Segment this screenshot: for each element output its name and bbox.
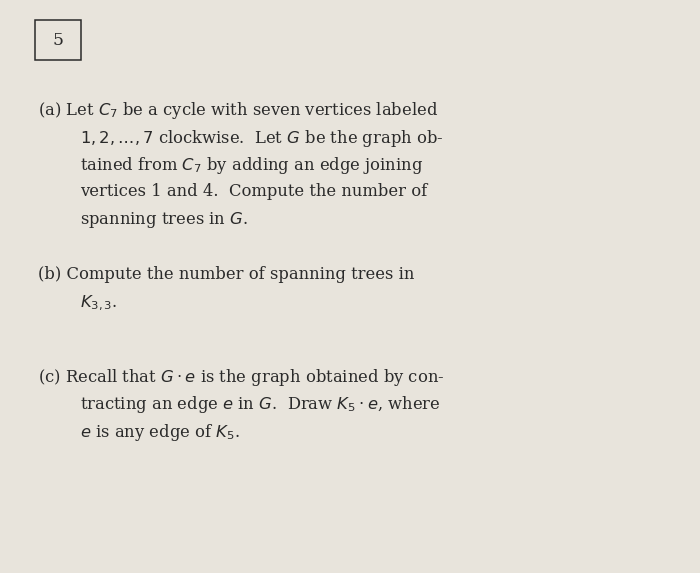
Text: vertices 1 and 4.  Compute the number of: vertices 1 and 4. Compute the number of <box>80 183 428 200</box>
Text: tracting an edge $e$ in $G$.  Draw $K_5 \cdot e$, where: tracting an edge $e$ in $G$. Draw $K_5 \… <box>80 394 441 415</box>
Text: (c) Recall that $G \cdot e$ is the graph obtained by con-: (c) Recall that $G \cdot e$ is the graph… <box>38 367 445 388</box>
Text: (b) Compute the number of spanning trees in: (b) Compute the number of spanning trees… <box>38 266 415 284</box>
Text: $1, 2, \ldots, 7$ clockwise.  Let $G$ be the graph ob-: $1, 2, \ldots, 7$ clockwise. Let $G$ be … <box>80 128 444 149</box>
Text: $K_{3,3}$.: $K_{3,3}$. <box>80 294 118 313</box>
Text: tained from $C_7$ by adding an edge joining: tained from $C_7$ by adding an edge join… <box>80 155 424 176</box>
Text: 5: 5 <box>52 32 63 49</box>
Text: $e$ is any edge of $K_5$.: $e$ is any edge of $K_5$. <box>80 422 240 443</box>
FancyBboxPatch shape <box>35 20 80 60</box>
Text: spanning trees in $G$.: spanning trees in $G$. <box>80 210 248 230</box>
Text: (a) Let $C_7$ be a cycle with seven vertices labeled: (a) Let $C_7$ be a cycle with seven vert… <box>38 100 439 121</box>
